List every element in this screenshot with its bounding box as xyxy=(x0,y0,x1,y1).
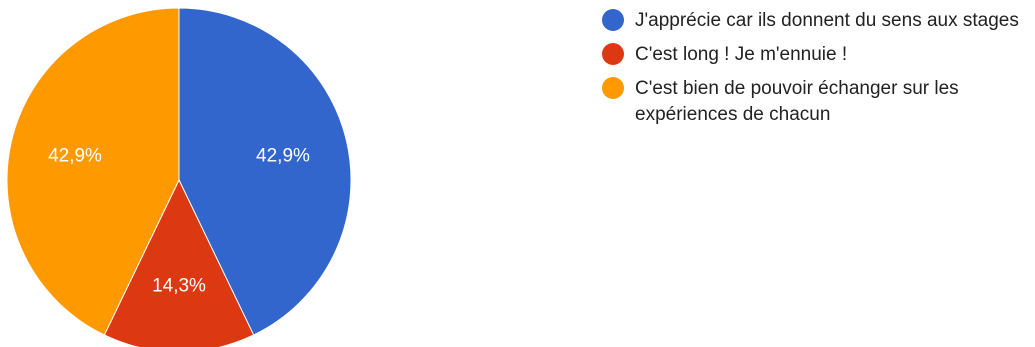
legend-swatch-icon xyxy=(602,43,624,65)
slice-value-label-2: 42,9% xyxy=(48,145,102,166)
legend-swatch-icon xyxy=(602,77,624,99)
pie-chart: 42,9% 14,3% 42,9% xyxy=(6,7,352,347)
legend-swatch-icon xyxy=(602,9,624,31)
legend-item-0[interactable]: J'apprécie car ils donnent du sens aux s… xyxy=(602,8,1032,34)
legend-label: C'est bien de pouvoir échanger sur les e… xyxy=(635,78,959,125)
legend-label: C'est long ! Je m'ennuie ! xyxy=(635,44,848,65)
legend: J'apprécie car ils donnent du sens aux s… xyxy=(602,8,1032,136)
pie-slice-2[interactable] xyxy=(6,7,180,336)
pie-slice-1[interactable] xyxy=(103,178,255,347)
pie-slice-0[interactable] xyxy=(178,7,352,336)
slice-value-label-1: 14,3% xyxy=(152,276,206,297)
legend-label: J'apprécie car ils donnent du sens aux s… xyxy=(635,10,1019,31)
legend-item-1[interactable]: C'est long ! Je m'ennuie ! xyxy=(602,42,1032,68)
legend-item-2[interactable]: C'est bien de pouvoir échanger sur les e… xyxy=(602,76,1032,128)
slice-value-label-0: 42,9% xyxy=(256,145,310,166)
